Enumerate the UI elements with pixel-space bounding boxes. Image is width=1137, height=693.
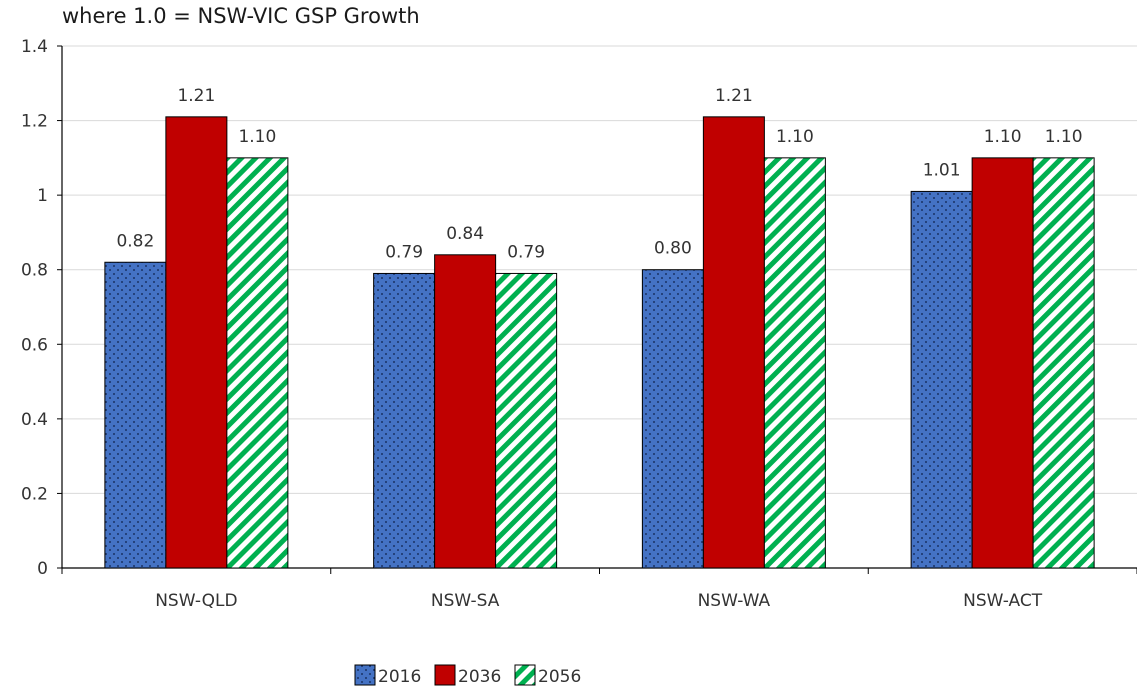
x-category-label: NSW-SA: [431, 591, 500, 611]
x-category-label: NSW-QLD: [155, 591, 237, 611]
data-label: 0.79: [507, 242, 545, 262]
legend: 2016 2036 2056: [354, 664, 581, 687]
data-label: 1.10: [776, 127, 814, 147]
x-category-label: NSW-WA: [698, 591, 771, 611]
legend-swatch-2036: [434, 664, 456, 686]
bar-2036-nsw-qld: [165, 116, 228, 569]
bar-2056-nsw-sa: [495, 272, 558, 569]
y-tick-label: 0.6: [21, 335, 48, 355]
y-tick-label: 1.2: [21, 112, 48, 132]
bar-2036-nsw-act: [971, 157, 1034, 569]
y-tick-label: 0.4: [21, 410, 48, 430]
data-label: 1.01: [923, 160, 961, 180]
data-label: 1.21: [177, 86, 215, 106]
bar-2016-nsw-sa: [373, 272, 436, 569]
data-label: 1.10: [238, 127, 276, 147]
y-tick-label: 1.4: [21, 37, 48, 57]
bar-2016-nsw-qld: [104, 261, 167, 569]
y-tick-label: 1: [37, 186, 48, 206]
chart-title: where 1.0 = NSW-VIC GSP Growth: [62, 4, 420, 28]
legend-swatch-2016: [354, 664, 376, 686]
data-label: 1.21: [715, 86, 753, 106]
data-label: 0.80: [654, 239, 692, 259]
legend-swatch-2056: [514, 664, 536, 686]
data-label: 0.82: [116, 231, 154, 251]
data-label: 1.10: [984, 127, 1022, 147]
data-label: 0.84: [446, 224, 484, 244]
legend-label-2036: 2036: [458, 667, 501, 687]
bar-2056-nsw-qld: [226, 157, 289, 569]
x-category-label: NSW-ACT: [963, 591, 1043, 611]
legend-label-2056: 2056: [538, 667, 581, 687]
legend-label-2016: 2016: [378, 667, 421, 687]
bar-2056-nsw-act: [1032, 157, 1095, 569]
data-labels: 0.82 1.21 1.10 0.79 0.84 0.79 0.80 1.21 1.10 1.01…: [116, 86, 1082, 263]
y-tick-label: 0.8: [21, 261, 48, 281]
y-tick-label: 0.2: [21, 484, 48, 504]
bars: [104, 116, 1095, 569]
data-label: 1.10: [1045, 127, 1083, 147]
bar-2036-nsw-sa: [434, 254, 497, 569]
bar-2056-nsw-wa: [763, 157, 826, 569]
bar-2016-nsw-wa: [641, 269, 704, 569]
y-tick-label: 0: [37, 559, 48, 579]
bar-2036-nsw-wa: [702, 116, 765, 569]
data-label: 0.79: [385, 242, 423, 262]
bar-2016-nsw-act: [910, 190, 973, 569]
